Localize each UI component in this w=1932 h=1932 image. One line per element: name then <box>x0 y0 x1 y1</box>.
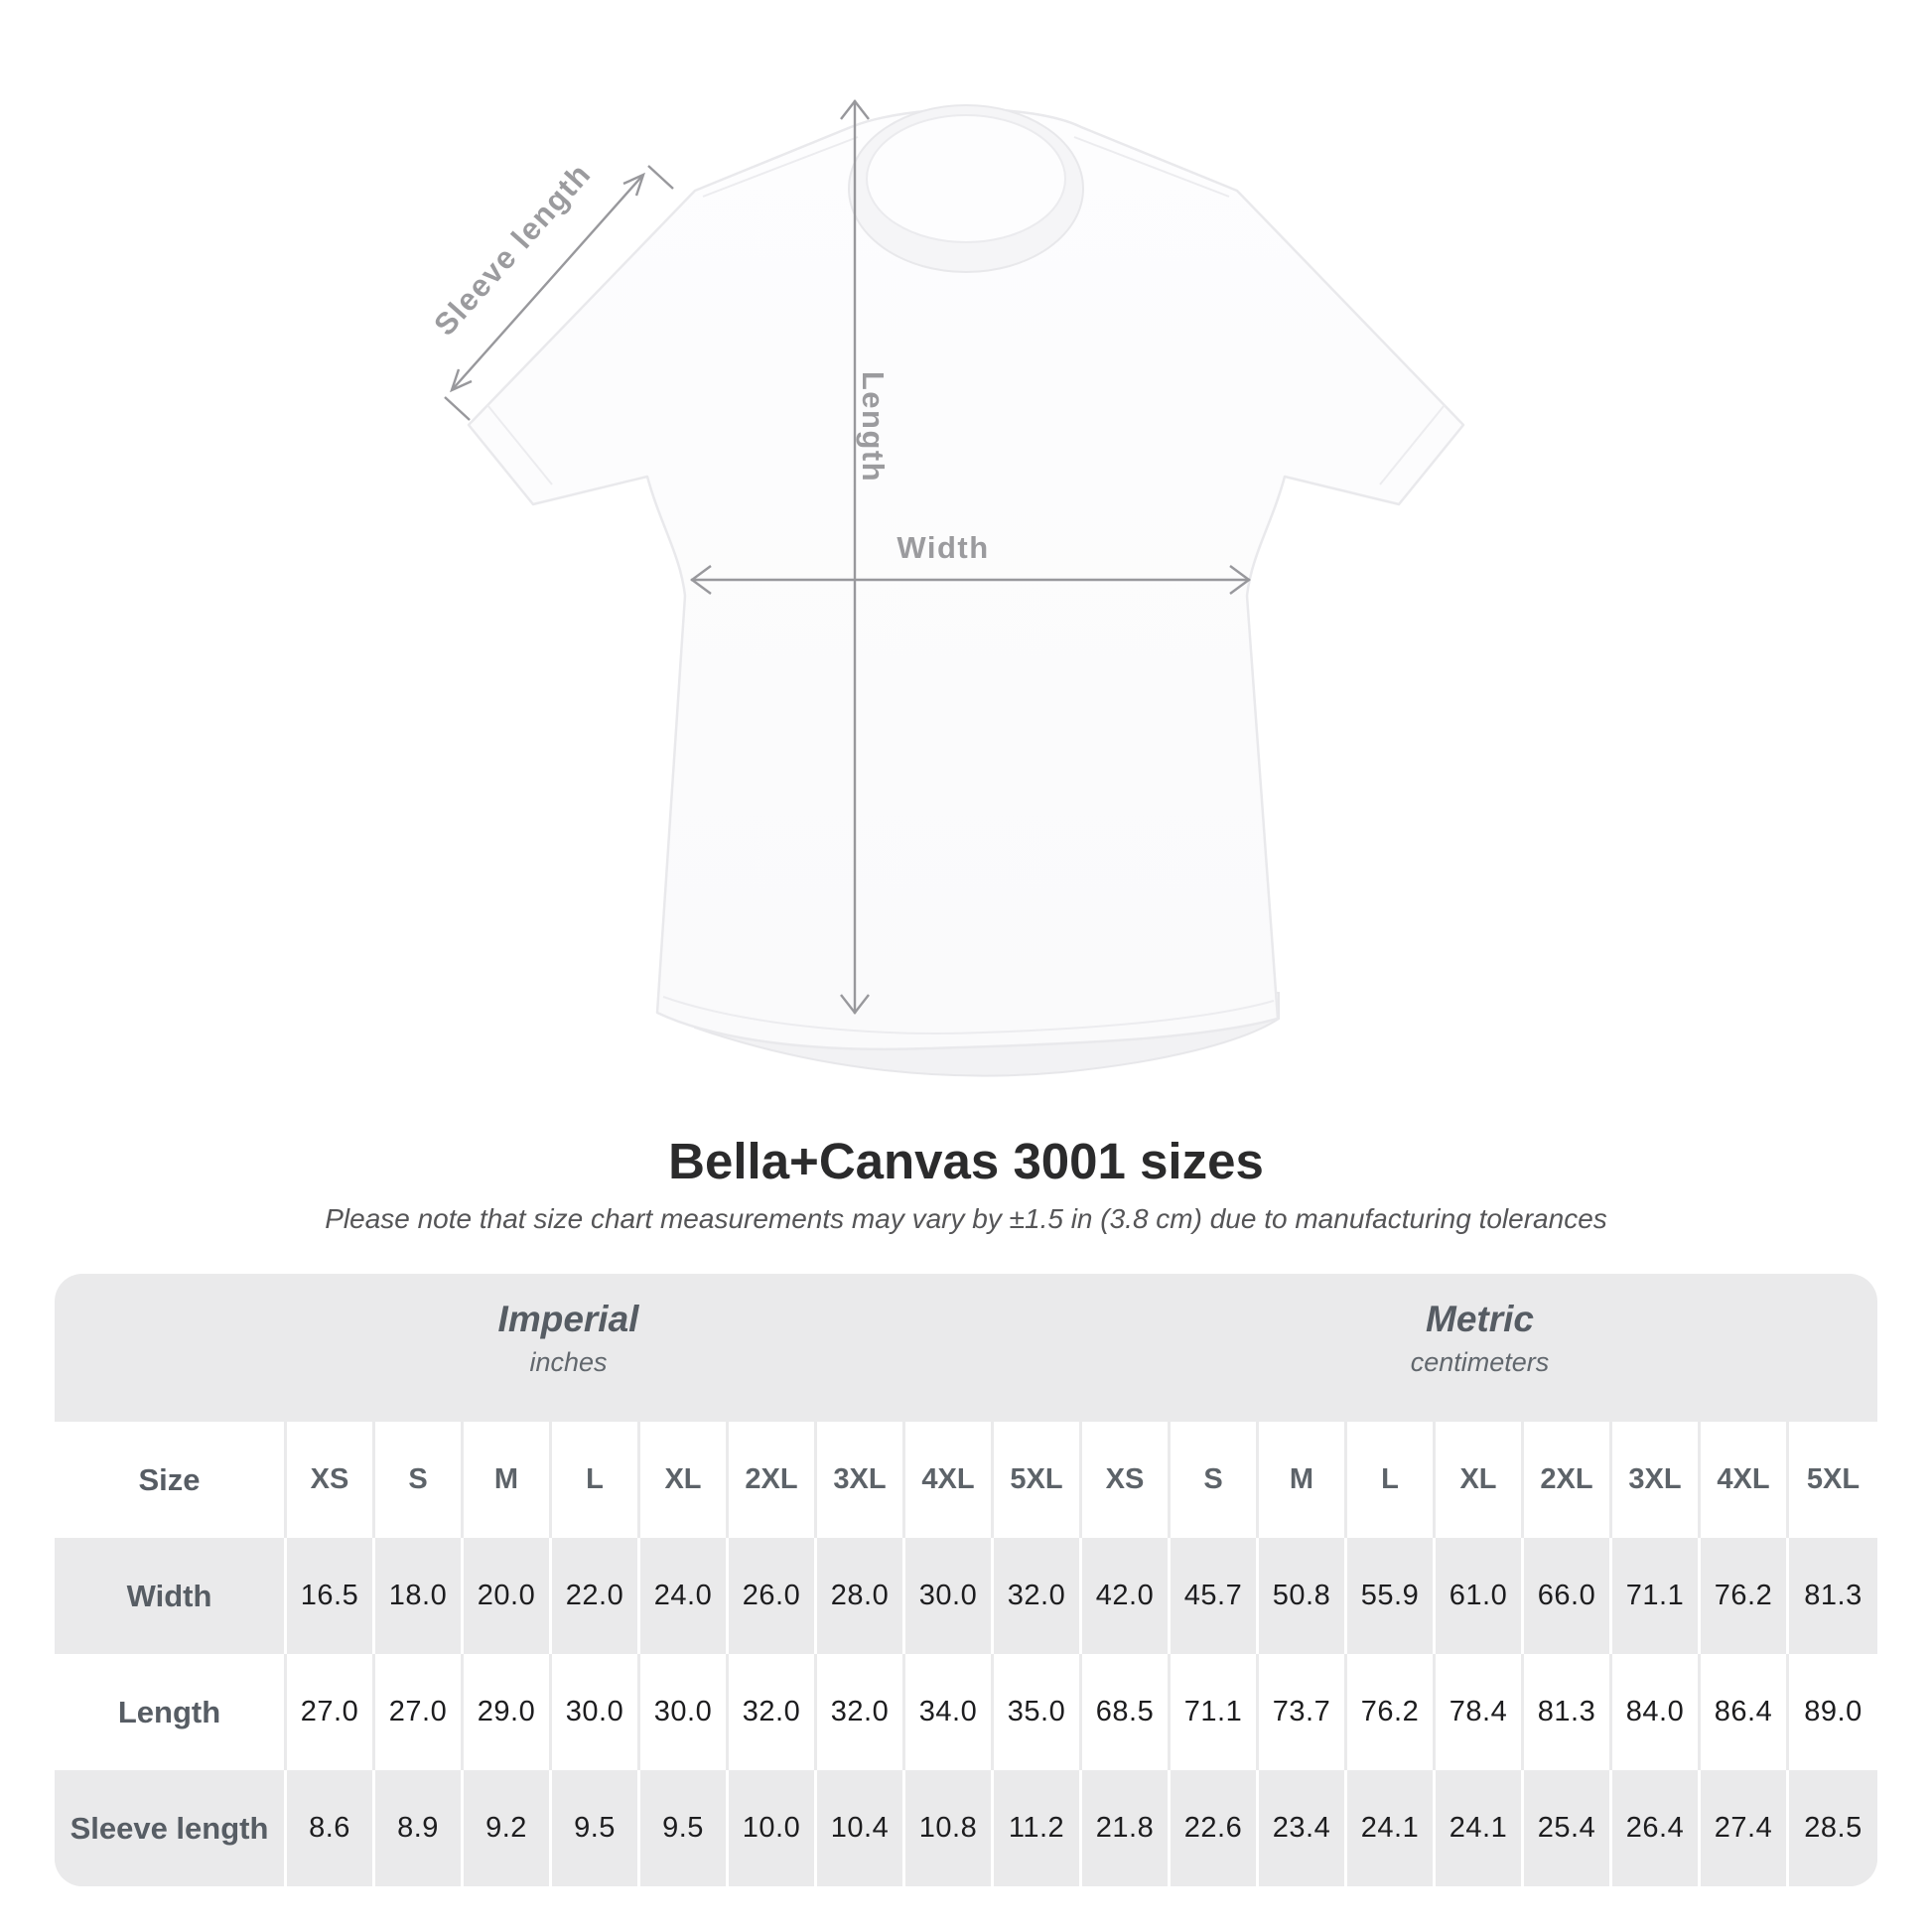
size-header: S <box>375 1422 464 1538</box>
size-header: L <box>552 1422 640 1538</box>
size-header: S <box>1171 1422 1259 1538</box>
value-cell: 8.6 <box>287 1770 375 1886</box>
size-header: 3XL <box>1612 1422 1701 1538</box>
width-label: Width <box>897 530 989 565</box>
value-cell: 16.5 <box>287 1538 375 1654</box>
value-cell: 22.6 <box>1171 1770 1259 1886</box>
value-cell: 71.1 <box>1612 1538 1701 1654</box>
size-header: 5XL <box>1789 1422 1877 1538</box>
value-cell: 45.7 <box>1171 1538 1259 1654</box>
size-header: 4XL <box>1701 1422 1789 1538</box>
length-arrow <box>840 99 870 1015</box>
value-cell: 26.4 <box>1612 1770 1701 1886</box>
unit-group-metric: Metric centimeters <box>1082 1274 1877 1422</box>
size-header: 3XL <box>817 1422 905 1538</box>
size-grid: Size XS S M L XL 2XL 3XL 4XL 5XL XS S M … <box>55 1422 1877 1886</box>
row-label: Length <box>55 1654 287 1770</box>
value-cell: 29.0 <box>464 1654 552 1770</box>
value-cell: 81.3 <box>1524 1654 1612 1770</box>
corner-label: Size <box>55 1422 287 1538</box>
value-cell: 76.2 <box>1701 1538 1789 1654</box>
size-table: Imperial inches Metric centimeters Size … <box>55 1274 1877 1886</box>
tolerance-note: Please note that size chart measurements… <box>325 1203 1607 1234</box>
value-cell: 81.3 <box>1789 1538 1877 1654</box>
unit-group-sublabel: centimeters <box>1410 1347 1550 1377</box>
size-header: L <box>1347 1422 1436 1538</box>
value-cell: 27.4 <box>1701 1770 1789 1886</box>
size-header: 4XL <box>905 1422 994 1538</box>
value-cell: 11.2 <box>994 1770 1082 1886</box>
value-cell: 34.0 <box>905 1654 994 1770</box>
tshirt-collar <box>848 104 1084 273</box>
tshirt-seams <box>486 136 1446 1035</box>
value-cell: 66.0 <box>1524 1538 1612 1654</box>
unit-band: Imperial inches Metric centimeters <box>55 1274 1877 1422</box>
value-cell: 8.9 <box>375 1770 464 1886</box>
value-cell: 28.0 <box>817 1538 905 1654</box>
value-cell: 27.0 <box>375 1654 464 1770</box>
size-header: M <box>1259 1422 1347 1538</box>
size-header: XL <box>1436 1422 1524 1538</box>
unit-group-imperial: Imperial inches <box>55 1274 1082 1422</box>
value-cell: 24.1 <box>1436 1770 1524 1886</box>
unit-group-label: Imperial <box>497 1299 639 1339</box>
value-cell: 42.0 <box>1082 1538 1171 1654</box>
value-cell: 30.0 <box>552 1654 640 1770</box>
unit-group-label: Metric <box>1426 1299 1534 1339</box>
value-cell: 50.8 <box>1259 1538 1347 1654</box>
value-cell: 35.0 <box>994 1654 1082 1770</box>
unit-group-sublabel: inches <box>529 1347 608 1377</box>
value-cell: 27.0 <box>287 1654 375 1770</box>
value-cell: 20.0 <box>464 1538 552 1654</box>
value-cell: 84.0 <box>1612 1654 1701 1770</box>
value-cell: 30.0 <box>905 1538 994 1654</box>
value-cell: 61.0 <box>1436 1538 1524 1654</box>
value-cell: 10.8 <box>905 1770 994 1886</box>
value-cell: 32.0 <box>994 1538 1082 1654</box>
size-header: 2XL <box>1524 1422 1612 1538</box>
value-cell: 26.0 <box>729 1538 817 1654</box>
value-cell: 18.0 <box>375 1538 464 1654</box>
value-cell: 22.0 <box>552 1538 640 1654</box>
value-cell: 24.0 <box>640 1538 729 1654</box>
value-cell: 76.2 <box>1347 1654 1436 1770</box>
value-cell: 30.0 <box>640 1654 729 1770</box>
value-cell: 89.0 <box>1789 1654 1877 1770</box>
size-header: M <box>464 1422 552 1538</box>
value-cell: 68.5 <box>1082 1654 1171 1770</box>
value-cell: 9.5 <box>552 1770 640 1886</box>
size-header: 2XL <box>729 1422 817 1538</box>
value-cell: 25.4 <box>1524 1770 1612 1886</box>
tshirt-diagram: Length Width Sleeve length <box>427 99 1465 1077</box>
page-title: Bella+Canvas 3001 sizes <box>668 1133 1264 1189</box>
value-cell: 55.9 <box>1347 1538 1436 1654</box>
value-cell: 86.4 <box>1701 1654 1789 1770</box>
sleeve-length-label: Sleeve length <box>427 156 598 342</box>
value-cell: 32.0 <box>729 1654 817 1770</box>
width-arrow <box>689 565 1252 595</box>
size-header: XS <box>1082 1422 1171 1538</box>
value-cell: 32.0 <box>817 1654 905 1770</box>
value-cell: 71.1 <box>1171 1654 1259 1770</box>
size-header: 5XL <box>994 1422 1082 1538</box>
value-cell: 10.0 <box>729 1770 817 1886</box>
value-cell: 9.5 <box>640 1770 729 1886</box>
size-header: XL <box>640 1422 729 1538</box>
value-cell: 9.2 <box>464 1770 552 1886</box>
value-cell: 21.8 <box>1082 1770 1171 1886</box>
value-cell: 23.4 <box>1259 1770 1347 1886</box>
length-label: Length <box>856 371 891 483</box>
sleeve-length-arrow <box>444 165 674 421</box>
row-label: Width <box>55 1538 287 1654</box>
value-cell: 78.4 <box>1436 1654 1524 1770</box>
value-cell: 28.5 <box>1789 1770 1877 1886</box>
value-cell: 24.1 <box>1347 1770 1436 1886</box>
value-cell: 10.4 <box>817 1770 905 1886</box>
value-cell: 73.7 <box>1259 1654 1347 1770</box>
row-label: Sleeve length <box>55 1770 287 1886</box>
size-header: XS <box>287 1422 375 1538</box>
